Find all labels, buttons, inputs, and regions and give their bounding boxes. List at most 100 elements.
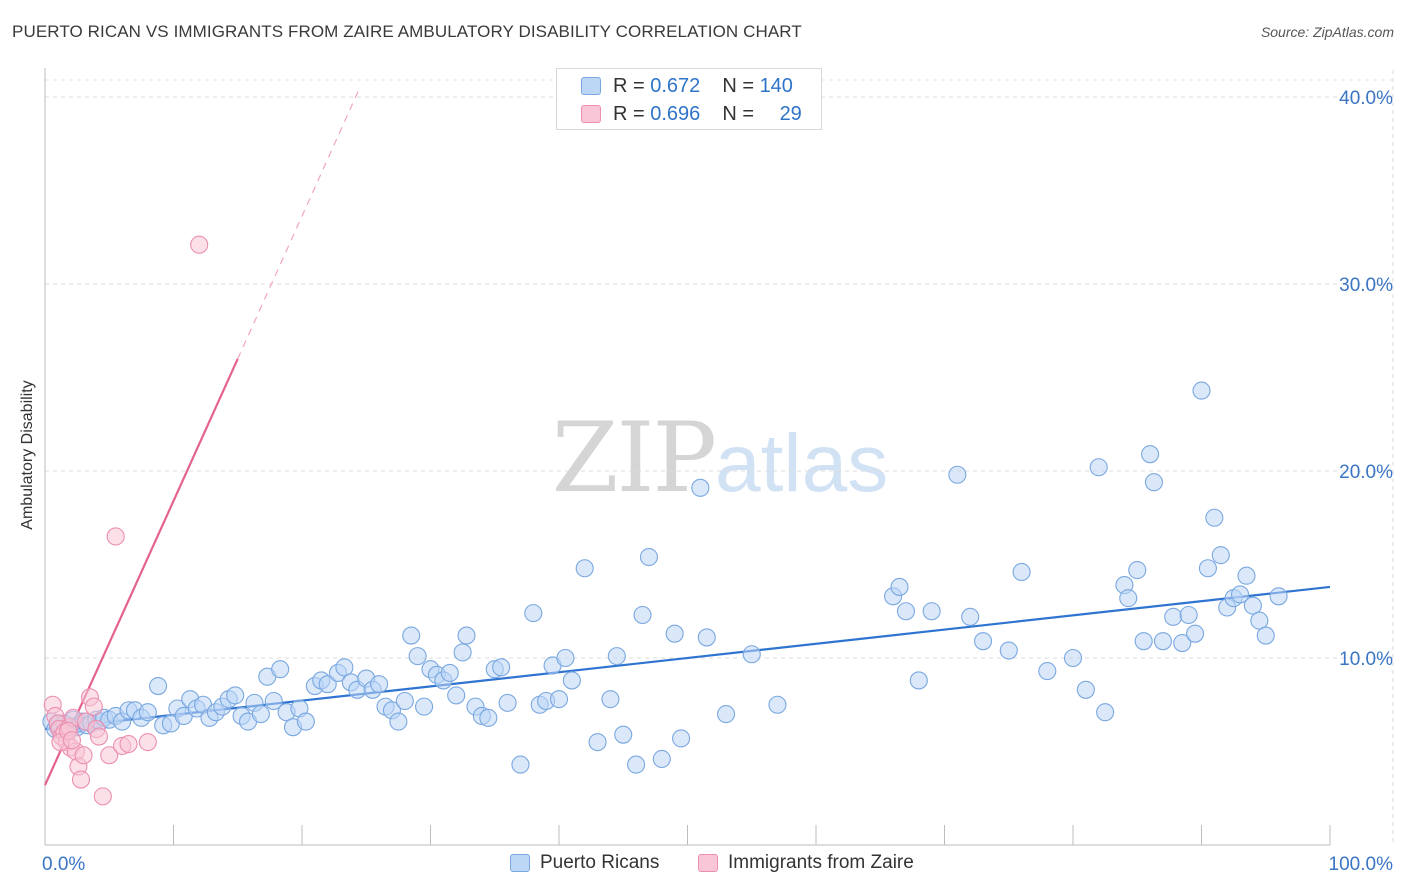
point-puerto-ricans (922, 602, 941, 621)
point-immigrants-from-zaire (62, 731, 82, 750)
point-puerto-ricans (1119, 589, 1138, 608)
point-puerto-ricans (498, 693, 517, 712)
legend-item-immigrants-from-zaire[interactable]: Immigrants from Zaire (698, 852, 914, 874)
point-puerto-ricans (402, 626, 421, 645)
point-puerto-ricans (408, 647, 427, 666)
point-puerto-ricans (672, 729, 691, 748)
point-puerto-ricans (1153, 632, 1172, 651)
stats-n-value: 29 (779, 102, 802, 125)
axes (44, 68, 1331, 846)
x-tick-label: 100.0% (1329, 854, 1394, 875)
x-tick-label: 0.0% (42, 854, 85, 875)
point-puerto-ricans (1256, 626, 1275, 645)
point-puerto-ricans (251, 705, 270, 724)
y-tick-label: 10.0% (1339, 649, 1393, 670)
point-puerto-ricans (447, 686, 466, 705)
point-puerto-ricans (492, 658, 511, 677)
point-puerto-ricans (271, 660, 290, 679)
legend: Puerto Ricans Immigrants from Zaire (0, 852, 1406, 876)
point-puerto-ricans (890, 577, 909, 596)
point-puerto-ricans (961, 607, 980, 626)
legend-label: Puerto Ricans (540, 852, 660, 873)
stats-box: R = 0.672 N = 140 R = 0.696 N = 29 (556, 68, 822, 130)
legend-item-puerto-ricans[interactable]: Puerto Ricans (510, 852, 659, 874)
point-puerto-ricans (226, 686, 245, 705)
point-puerto-ricans (742, 645, 761, 664)
stats-row-puerto-ricans: R = 0.672 N = 140 (557, 72, 793, 100)
point-puerto-ricans (1164, 607, 1183, 626)
y-axis-label: Ambulatory Disability (19, 380, 36, 530)
y-tick-label: 20.0% (1339, 462, 1393, 483)
legend-swatch-blue (510, 854, 530, 872)
point-puerto-ricans (1173, 633, 1192, 653)
point-puerto-ricans (1012, 562, 1031, 582)
point-puerto-ricans (479, 708, 498, 727)
point-puerto-ricans (1269, 587, 1288, 606)
point-puerto-ricans (1186, 624, 1205, 643)
point-puerto-ricans (652, 749, 671, 769)
point-immigrants-from-zaire (93, 787, 112, 806)
point-puerto-ricans (1237, 566, 1256, 585)
point-puerto-ricans (1128, 561, 1147, 580)
watermark: ZIPatlas (552, 402, 888, 514)
y-tick-label: 30.0% (1339, 275, 1393, 296)
point-puerto-ricans (1144, 473, 1164, 492)
point-puerto-ricans (415, 697, 434, 716)
point-puerto-ricans (575, 559, 594, 578)
watermark-zip: ZIP (551, 402, 717, 514)
point-puerto-ricans (389, 712, 408, 731)
point-puerto-ricans (627, 755, 646, 774)
point-puerto-ricans (1179, 605, 1198, 625)
point-puerto-ricans (138, 703, 157, 722)
trend-lines (43, 87, 1331, 786)
point-puerto-ricans (524, 604, 543, 623)
point-puerto-ricans (948, 465, 967, 484)
point-immigrants-from-zaire (84, 697, 103, 716)
point-puerto-ricans (318, 675, 337, 694)
point-puerto-ricans (457, 626, 476, 645)
point-puerto-ricans (697, 628, 716, 647)
point-puerto-ricans (716, 705, 736, 724)
point-immigrants-from-zaire (106, 527, 125, 546)
point-puerto-ricans (768, 695, 787, 714)
point-immigrants-from-zaire (119, 734, 138, 754)
point-puerto-ricans (639, 547, 659, 567)
stats-n-value: 140 (759, 74, 793, 97)
point-immigrants-from-zaire (190, 235, 209, 254)
point-puerto-ricans (1243, 596, 1262, 615)
point-puerto-ricans (633, 605, 652, 625)
point-immigrants-from-zaire (100, 746, 119, 765)
point-puerto-ricans (1063, 648, 1083, 668)
point-immigrants-from-zaire (71, 770, 91, 789)
point-puerto-ricans (1198, 559, 1217, 578)
point-puerto-ricans (296, 712, 315, 731)
point-puerto-ricans (549, 690, 569, 709)
tick-labels: 10.0% 20.0% 30.0% 40.0% 0.0% 100.0% (42, 88, 1393, 875)
point-puerto-ricans (1134, 632, 1153, 651)
stats-n-label: N = (722, 102, 754, 125)
stats-swatch-pink (581, 105, 601, 123)
point-puerto-ricans (370, 675, 389, 694)
y-tick-label: 40.0% (1339, 88, 1393, 109)
stats-r-value: 0.672 (650, 74, 701, 97)
point-immigrants-from-zaire (138, 733, 157, 752)
point-puerto-ricans (1076, 680, 1095, 699)
point-puerto-ricans (999, 641, 1018, 660)
point-puerto-ricans (395, 691, 414, 711)
point-puerto-ricans (1192, 381, 1211, 400)
stats-r-value: 0.696 (650, 102, 701, 125)
point-puerto-ricans (556, 648, 575, 668)
point-puerto-ricans (562, 671, 581, 690)
point-puerto-ricans (335, 658, 354, 677)
point-puerto-ricans (909, 671, 928, 690)
point-puerto-ricans (691, 478, 710, 497)
point-puerto-ricans (588, 733, 607, 752)
stats-r-label: R = (613, 102, 645, 125)
point-immigrants-from-zaire (89, 727, 109, 746)
point-puerto-ricans (1096, 703, 1115, 722)
point-puerto-ricans (665, 624, 684, 643)
point-puerto-ricans (1250, 611, 1269, 630)
data-points (42, 235, 1288, 806)
point-puerto-ricans (896, 602, 916, 621)
stats-swatch-blue (581, 77, 601, 95)
